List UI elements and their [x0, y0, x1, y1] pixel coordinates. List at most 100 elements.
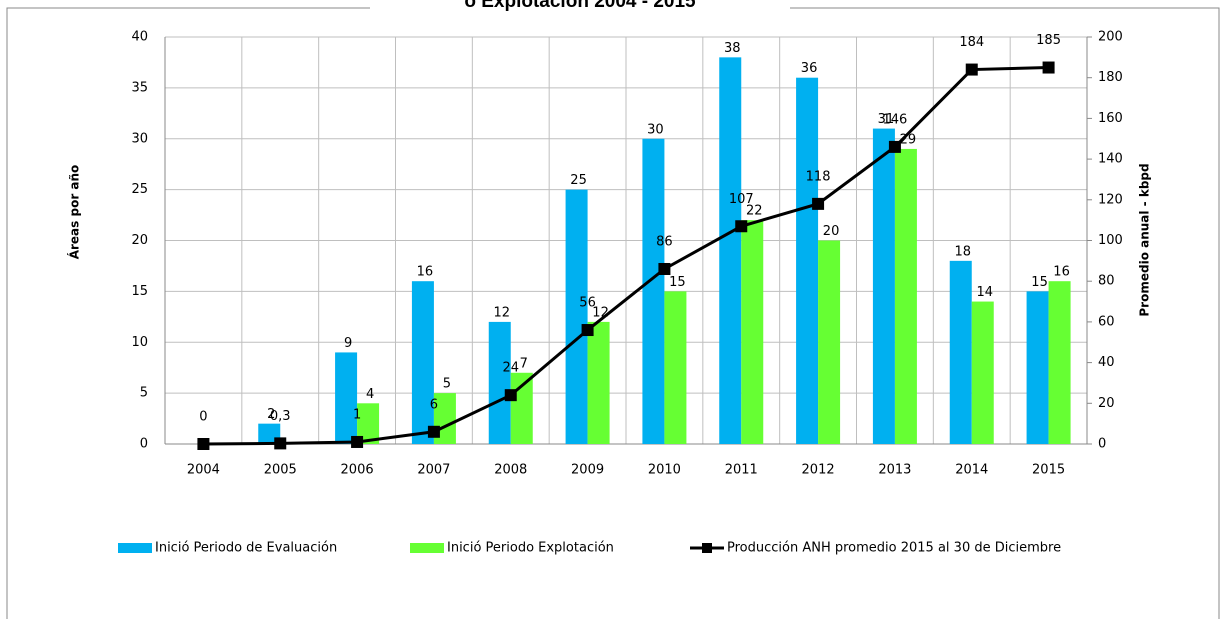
- data-label: 4: [366, 387, 374, 402]
- data-label: 22: [746, 204, 763, 219]
- bar: [664, 291, 687, 444]
- y2-tick-label: 40: [1098, 355, 1115, 370]
- bar: [971, 301, 994, 444]
- marker: [812, 197, 825, 210]
- data-label: 36: [801, 61, 818, 76]
- x-tick-label: 2007: [417, 463, 450, 478]
- bar: [642, 138, 665, 444]
- data-label: 14: [976, 285, 993, 300]
- y2-tick-label: 100: [1098, 233, 1123, 248]
- bar: [587, 321, 610, 444]
- data-label: 0,3: [270, 409, 291, 424]
- bar: [510, 372, 533, 444]
- y-tick-label: 0: [140, 437, 148, 452]
- marker: [735, 220, 748, 233]
- x-tick-label: 2004: [187, 463, 220, 478]
- x-tick-label: 2009: [571, 463, 604, 478]
- data-label: 25: [570, 173, 587, 188]
- chart-title: o Explotación 2004 - 2015: [464, 0, 696, 12]
- y2-tick-label: 0: [1098, 437, 1106, 452]
- data-label: 38: [724, 41, 741, 56]
- marker: [965, 63, 978, 76]
- y2-tick-label: 80: [1098, 274, 1115, 289]
- y2-tick-label: 20: [1098, 396, 1115, 411]
- bar: [335, 352, 358, 444]
- marker: [658, 262, 671, 275]
- y-tick-label: 40: [131, 30, 148, 45]
- y-tick-label: 10: [131, 335, 148, 350]
- y-tick-label: 35: [131, 80, 148, 95]
- data-label: 16: [1053, 265, 1070, 280]
- data-label: 31: [878, 112, 895, 127]
- data-label: 20: [823, 224, 840, 239]
- marker: [888, 140, 901, 153]
- data-label: 7: [520, 356, 528, 371]
- legend-label: Inició Periodo de Evaluación: [155, 541, 337, 556]
- x-tick-label: 2010: [648, 463, 681, 478]
- bar: [872, 128, 895, 444]
- marker: [274, 437, 287, 450]
- x-tick-label: 2012: [802, 463, 835, 478]
- y-tick-label: 15: [131, 284, 148, 299]
- data-label: 18: [954, 244, 971, 259]
- y2-tick-label: 180: [1098, 70, 1123, 85]
- y2-tick-label: 200: [1098, 30, 1123, 45]
- data-label: 56: [579, 296, 596, 311]
- y2-axis-title: Promedio anual - kbpd: [1138, 163, 1152, 316]
- data-label: 24: [502, 361, 519, 376]
- legend-label: Inició Periodo Explotación: [447, 541, 614, 556]
- bar: [1048, 281, 1071, 444]
- bar: [741, 220, 764, 444]
- y2-tick-label: 140: [1098, 152, 1123, 167]
- x-tick-label: 2005: [264, 463, 297, 478]
- data-label: 184: [959, 35, 984, 50]
- legend-swatch: [702, 543, 712, 553]
- x-tick-label: 2008: [494, 463, 527, 478]
- y-tick-label: 5: [140, 386, 148, 401]
- bar: [796, 77, 819, 444]
- y2-tick-label: 160: [1098, 111, 1123, 126]
- bar: [894, 148, 917, 445]
- data-label: 15: [1031, 275, 1048, 290]
- bar: [719, 57, 742, 444]
- y-tick-label: 20: [131, 233, 148, 248]
- line: [203, 66, 1049, 446]
- data-label: 30: [647, 122, 664, 137]
- x-tick-label: 2014: [955, 463, 988, 478]
- data-label: 5: [443, 377, 451, 392]
- data-label: 107: [729, 192, 754, 207]
- bar: [411, 281, 434, 444]
- legend-swatch: [410, 543, 444, 553]
- y-tick-label: 30: [131, 131, 148, 146]
- x-tick-label: 2006: [341, 463, 374, 478]
- marker: [427, 425, 440, 438]
- bar: [818, 240, 841, 444]
- data-label: 9: [344, 336, 352, 351]
- marker: [581, 324, 594, 337]
- bar: [1026, 291, 1049, 444]
- data-label: 1: [353, 407, 361, 422]
- legend-swatch: [118, 543, 152, 553]
- data-label: 146: [883, 112, 908, 127]
- y2-tick-label: 60: [1098, 314, 1115, 329]
- bar: [357, 403, 380, 444]
- x-tick-label: 2015: [1032, 463, 1065, 478]
- data-label: 12: [493, 305, 510, 320]
- legend-label: Producción ANH promedio 2015 al 30 de Di…: [727, 541, 1061, 556]
- data-label: 6: [430, 397, 438, 412]
- data-label: 15: [669, 275, 686, 290]
- data-label: 118: [806, 169, 831, 184]
- bar: [565, 189, 588, 444]
- data-label: 2: [267, 407, 275, 422]
- x-tick-label: 2011: [725, 463, 758, 478]
- data-label: 86: [656, 234, 673, 249]
- bar: [488, 321, 511, 444]
- marker: [351, 435, 364, 448]
- marker: [197, 438, 210, 450]
- bar: [949, 260, 972, 444]
- data-label: 16: [417, 265, 434, 280]
- title-bg: [370, 0, 790, 14]
- data-label: 0: [199, 410, 207, 425]
- y-tick-label: 25: [131, 182, 148, 197]
